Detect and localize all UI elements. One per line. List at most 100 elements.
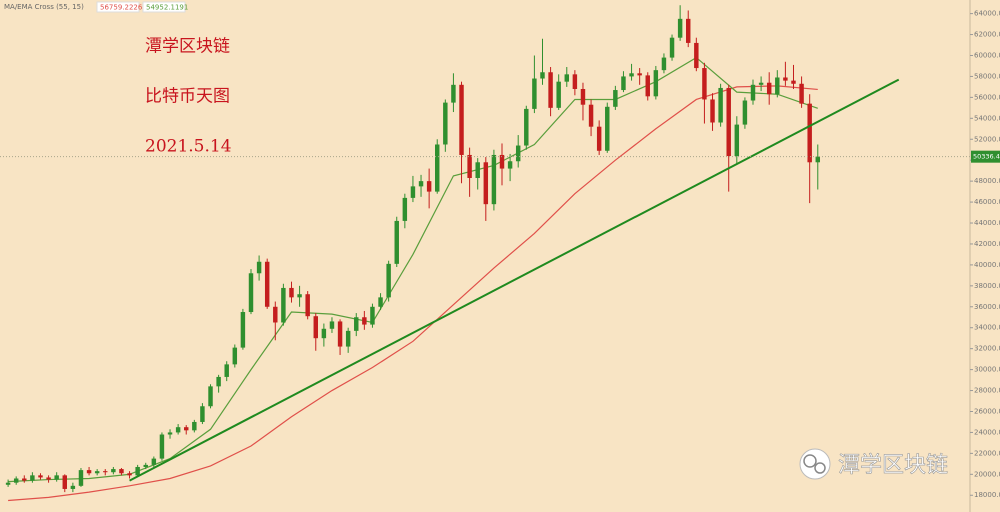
annotation: 2021.5.14: [145, 137, 232, 157]
y-tick-label: 58000.00: [974, 72, 1000, 80]
y-tick-label: 28000.00: [974, 387, 1000, 395]
candle-body: [13, 478, 19, 483]
candle-body: [135, 466, 140, 476]
y-tick-label: 22000.00: [974, 449, 1000, 457]
candle-body: [515, 145, 521, 162]
y-tick-label: 44000.00: [974, 219, 1000, 227]
candle-body: [386, 263, 391, 298]
candle-body: [499, 154, 505, 169]
y-tick-label: 40000.00: [974, 261, 1000, 269]
candle-body: [426, 181, 432, 192]
candle-body: [30, 475, 35, 481]
candle-body: [548, 72, 553, 108]
candle-body: [321, 328, 327, 339]
candle-body: [532, 78, 537, 109]
candle-body: [443, 102, 448, 145]
candle-body: [815, 156, 821, 163]
candle-body: [734, 124, 740, 157]
candle-body: [216, 376, 221, 387]
ma-line: [8, 85, 818, 502]
candle-body: [78, 470, 84, 486]
candle-body: [572, 74, 578, 89]
candle-body: [653, 70, 659, 97]
candle-body: [167, 432, 173, 435]
candle-body: [119, 469, 124, 474]
candle-body: [200, 406, 205, 422]
candle-body: [629, 73, 634, 77]
candle-body: [564, 74, 570, 82]
candle-body: [540, 72, 545, 79]
candle-body: [750, 84, 756, 101]
candle-body: [151, 458, 157, 465]
candle-body: [459, 84, 464, 155]
y-tick-label: 30000.00: [974, 366, 1000, 374]
candle-body: [637, 73, 642, 76]
candle-body: [726, 87, 731, 157]
candle-body: [605, 106, 610, 151]
candle-body: [710, 99, 715, 123]
y-tick-label: 60000.00: [974, 51, 1000, 59]
candle-body: [159, 434, 165, 459]
candle-body: [143, 464, 148, 467]
candle-body: [70, 485, 76, 489]
y-tick-label: 54000.00: [974, 114, 1000, 122]
y-tick-label: 20000.00: [974, 470, 1000, 478]
candle-body: [38, 475, 43, 478]
y-tick-label: 48000.00: [974, 177, 1000, 185]
price-label: 50336.46: [973, 153, 1000, 161]
candle-body: [345, 330, 351, 347]
ma-line: [8, 56, 818, 483]
y-tick-label: 46000.00: [974, 198, 1000, 206]
candle-body: [127, 473, 132, 476]
candle-body: [435, 144, 440, 192]
y-tick-label: 36000.00: [974, 303, 1000, 311]
candle-body: [775, 77, 780, 95]
candle-body: [451, 84, 456, 103]
indicator-value: 54952.1191: [146, 4, 188, 12]
candle-body: [62, 475, 68, 489]
candle-body: [524, 108, 529, 146]
candle-body: [46, 477, 51, 480]
candle-body: [232, 347, 238, 365]
candle-body: [410, 186, 416, 198]
candle-body: [192, 421, 197, 431]
candle-body: [224, 364, 229, 377]
candle-body: [686, 18, 691, 43]
candle-body: [483, 162, 489, 205]
candle-body: [94, 471, 100, 474]
candle-body: [694, 42, 699, 69]
candle-body: [807, 103, 812, 163]
y-tick-label: 24000.00: [974, 428, 1000, 436]
watermark-icon: [803, 454, 817, 468]
candle-body: [362, 317, 367, 325]
candle-body: [758, 82, 764, 85]
y-tick-label: 38000.00: [974, 282, 1000, 290]
indicator-name: MA/EMA Cross (55, 15): [4, 3, 84, 11]
candle-body: [240, 312, 246, 348]
y-tick-label: 18000.00: [974, 491, 1000, 499]
price-tag: [971, 150, 1000, 163]
indicator-value: 56759.2226: [100, 4, 143, 12]
candle-body: [273, 306, 278, 323]
candle-body: [556, 81, 561, 108]
y-tick-label: 32000.00: [974, 345, 1000, 353]
candle-body: [337, 321, 343, 347]
candle-body: [507, 161, 513, 169]
candle-body: [702, 68, 707, 100]
candle-body: [580, 88, 586, 105]
y-tick-label: 26000.00: [974, 407, 1000, 415]
y-axis-area: [970, 0, 1000, 512]
candle-body: [669, 37, 675, 58]
candle-body: [491, 154, 497, 205]
annotation: 比特币天图: [145, 87, 230, 107]
candle-body: [54, 475, 59, 480]
candle-body: [766, 82, 772, 95]
y-tick-label: 34000.00: [974, 324, 1000, 332]
y-tick-label: 52000.00: [974, 135, 1000, 143]
candle-body: [354, 317, 359, 331]
indicator-box: [142, 1, 186, 13]
watermark-icon: [814, 462, 826, 474]
candle-body: [5, 482, 11, 485]
candle-body: [86, 470, 92, 474]
